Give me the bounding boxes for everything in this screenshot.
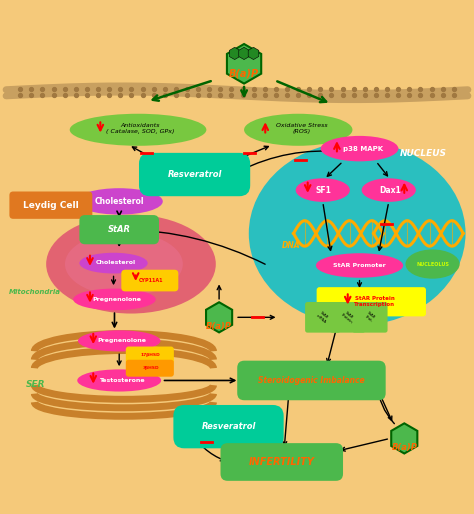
Text: B(a)P: B(a)P bbox=[392, 444, 417, 452]
Text: 17βHSD: 17βHSD bbox=[141, 353, 161, 357]
Text: Resveratrol: Resveratrol bbox=[201, 422, 255, 431]
Ellipse shape bbox=[76, 188, 163, 214]
FancyBboxPatch shape bbox=[126, 360, 174, 377]
Text: Mitochondria: Mitochondria bbox=[9, 289, 61, 296]
FancyBboxPatch shape bbox=[352, 302, 388, 333]
FancyBboxPatch shape bbox=[330, 302, 365, 333]
Polygon shape bbox=[227, 44, 261, 84]
FancyBboxPatch shape bbox=[79, 215, 159, 244]
Text: INFERTILITY: INFERTILITY bbox=[249, 457, 315, 467]
Polygon shape bbox=[206, 302, 232, 333]
Text: 3βHSD: 3βHSD bbox=[143, 366, 159, 370]
Ellipse shape bbox=[249, 141, 465, 325]
Text: CYP11A1: CYP11A1 bbox=[139, 278, 164, 283]
Text: StAR
Prot.: StAR Prot. bbox=[364, 311, 376, 324]
Polygon shape bbox=[248, 47, 259, 60]
Ellipse shape bbox=[316, 253, 403, 278]
Text: SER: SER bbox=[26, 380, 45, 389]
Ellipse shape bbox=[405, 249, 460, 279]
Text: SF1: SF1 bbox=[316, 186, 332, 195]
Text: Leydig Cell: Leydig Cell bbox=[23, 200, 79, 210]
Ellipse shape bbox=[244, 114, 353, 146]
FancyBboxPatch shape bbox=[305, 302, 340, 333]
Text: B(a)P: B(a)P bbox=[229, 68, 259, 78]
Text: Antioxidants
( Catalase, SOD, GPx): Antioxidants ( Catalase, SOD, GPx) bbox=[106, 123, 174, 134]
Text: StAR
Protein: StAR Protein bbox=[340, 309, 356, 325]
Text: Pregnenolone: Pregnenolone bbox=[97, 338, 146, 343]
Ellipse shape bbox=[65, 232, 183, 296]
Ellipse shape bbox=[77, 370, 161, 392]
Text: Testosterone: Testosterone bbox=[99, 378, 145, 383]
Text: Oxidative Stress
(ROS): Oxidative Stress (ROS) bbox=[276, 123, 328, 134]
Text: p38 MAPK: p38 MAPK bbox=[343, 145, 383, 152]
Ellipse shape bbox=[73, 288, 156, 310]
Ellipse shape bbox=[70, 114, 206, 146]
FancyBboxPatch shape bbox=[139, 153, 250, 196]
Polygon shape bbox=[391, 424, 417, 453]
FancyBboxPatch shape bbox=[317, 287, 426, 317]
FancyBboxPatch shape bbox=[121, 270, 178, 291]
Polygon shape bbox=[229, 47, 240, 60]
Polygon shape bbox=[239, 47, 249, 60]
Text: StAR Protein
Transcription: StAR Protein Transcription bbox=[354, 297, 395, 307]
FancyBboxPatch shape bbox=[220, 443, 343, 481]
Text: Dax1: Dax1 bbox=[379, 186, 401, 195]
Text: NUCLEUS: NUCLEUS bbox=[400, 149, 447, 158]
Ellipse shape bbox=[296, 178, 350, 202]
Text: Cholesterol: Cholesterol bbox=[94, 197, 144, 206]
Ellipse shape bbox=[78, 331, 160, 352]
Text: Pregnenolone: Pregnenolone bbox=[92, 297, 141, 302]
Text: StAR
mRNA: StAR mRNA bbox=[315, 310, 330, 324]
Text: NUCLEOLUS: NUCLEOLUS bbox=[416, 262, 449, 267]
Text: Resveratrol: Resveratrol bbox=[167, 170, 222, 179]
FancyBboxPatch shape bbox=[173, 405, 283, 448]
FancyBboxPatch shape bbox=[9, 192, 92, 219]
Text: StAR: StAR bbox=[108, 225, 131, 234]
Text: Steroidogenic Imbalance: Steroidogenic Imbalance bbox=[258, 376, 365, 385]
FancyBboxPatch shape bbox=[126, 346, 174, 363]
Text: B(a)P: B(a)P bbox=[206, 322, 232, 331]
FancyBboxPatch shape bbox=[237, 361, 386, 400]
Text: StAR Promoter: StAR Promoter bbox=[333, 263, 386, 268]
Ellipse shape bbox=[320, 136, 398, 161]
Text: DNA: DNA bbox=[282, 241, 301, 250]
Text: Cholesterol: Cholesterol bbox=[95, 260, 136, 265]
Ellipse shape bbox=[46, 214, 216, 314]
Ellipse shape bbox=[362, 178, 416, 202]
Ellipse shape bbox=[79, 253, 148, 273]
